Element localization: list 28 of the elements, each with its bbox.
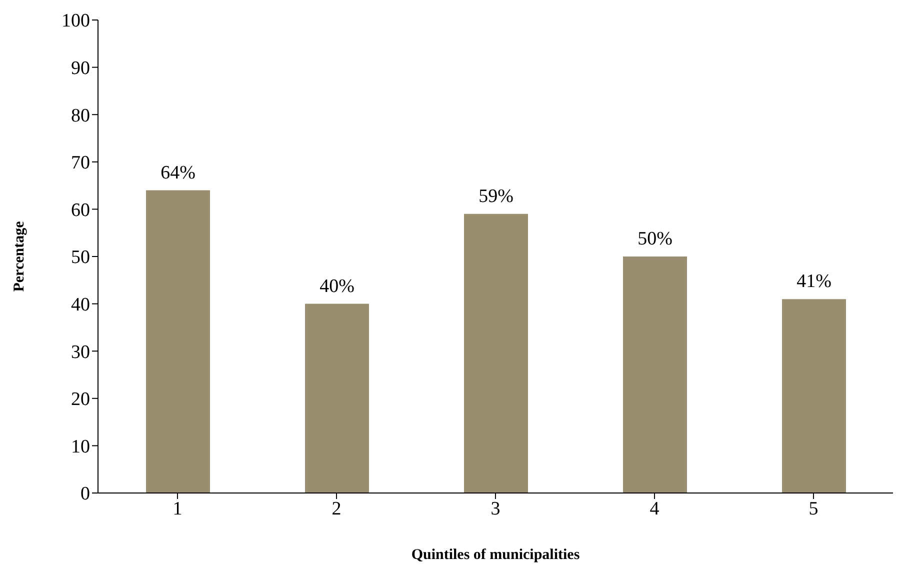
data-label: 64% [160,162,196,184]
y-tick-label: 70 [71,152,90,174]
y-axis-title: Percentage [11,220,28,292]
bar [464,214,528,493]
x-tick-label: 3 [490,498,500,520]
y-tick-label: 40 [71,294,90,316]
bar [782,299,846,493]
data-label: 40% [320,276,355,297]
x-tick-label: 2 [332,498,342,520]
bar [146,190,210,493]
y-tick-label: 20 [71,389,90,410]
y-tick-label: 100 [62,10,90,32]
data-label: 41% [796,271,832,292]
y-tick-label: 50 [71,247,90,268]
bar [623,256,687,493]
x-axis-title: Quintiles of municipalities [411,547,580,563]
y-tick-label: 90 [71,58,90,80]
y-tick-label: 30 [71,342,90,363]
x-tick-label: 4 [650,498,660,520]
bar [305,304,369,493]
data-label: 59% [478,186,514,207]
x-tick-label: 5 [808,498,818,520]
y-tick-label: 0 [80,484,90,505]
data-label: 50% [638,228,673,250]
x-tick-label: 1 [172,498,182,520]
y-tick-label: 10 [71,436,90,458]
y-tick-label: 60 [71,200,90,221]
y-tick-label: 80 [71,105,90,126]
